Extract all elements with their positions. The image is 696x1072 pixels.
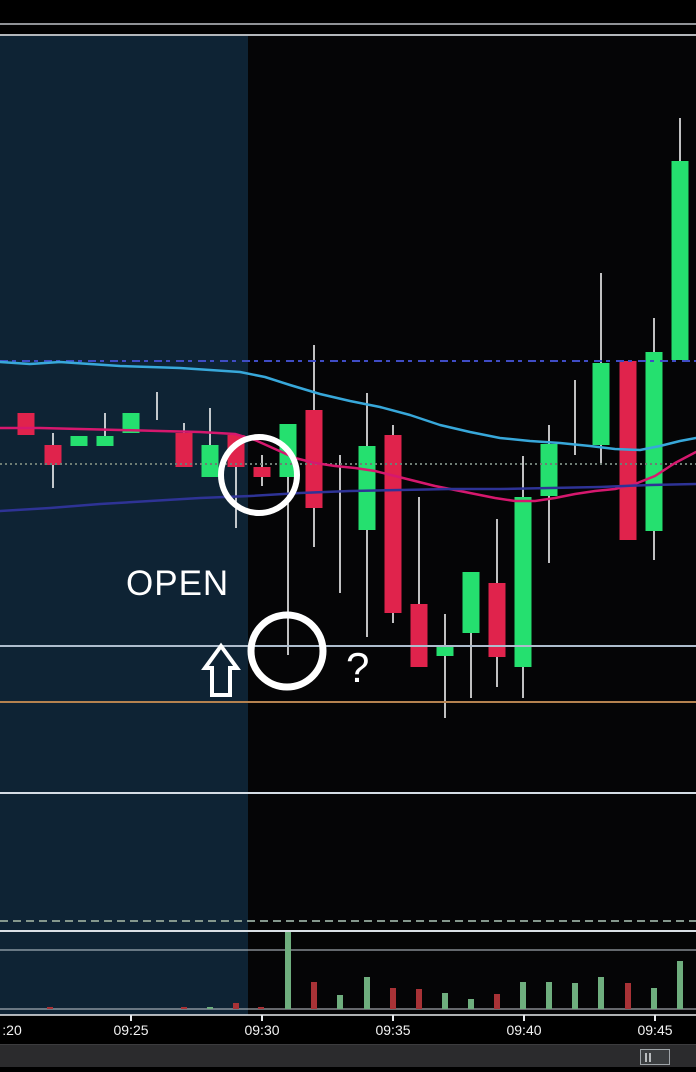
horizontal-scrollbar-handle[interactable] xyxy=(640,1049,670,1065)
volume-bar-down xyxy=(258,1007,264,1009)
scrollbar-grip-icon xyxy=(645,1053,647,1062)
candle-down xyxy=(488,583,506,657)
volume-bar-down xyxy=(181,1007,187,1009)
annotation-circle-2 xyxy=(247,611,327,691)
premarket-session-shading xyxy=(0,36,248,1015)
volume-bar-down xyxy=(47,1007,53,1009)
ma-cyan-line xyxy=(0,360,696,452)
candle-up xyxy=(201,445,219,477)
candle-down xyxy=(410,604,428,667)
horizontal-scrollbar-track[interactable] xyxy=(0,1044,696,1067)
annotation-circle-1 xyxy=(218,434,300,516)
time-axis: :20 09:25 09:30 09:35 09:40 09:45 xyxy=(0,1018,696,1042)
top-panel-divider-2 xyxy=(0,34,696,36)
volume-bar-up xyxy=(364,977,370,1009)
candle-up xyxy=(645,352,663,531)
time-label: 09:35 xyxy=(375,1022,411,1038)
candle-down xyxy=(44,445,62,465)
volume-bar-down xyxy=(233,1003,239,1009)
volume-bar-up xyxy=(546,982,552,1009)
candle-up xyxy=(436,645,454,656)
open-annotation-text: OPEN xyxy=(126,564,230,603)
volume-bar-up xyxy=(651,988,657,1009)
candle-up xyxy=(514,497,532,667)
candle-up xyxy=(671,161,689,360)
ma-navy-line xyxy=(0,482,696,513)
candle-down xyxy=(253,467,271,477)
volume-bar-up xyxy=(285,932,291,1009)
volume-bar-down xyxy=(416,989,422,1009)
volume-bar-up xyxy=(572,983,578,1009)
volume-bar-down xyxy=(625,983,631,1009)
time-label: 09:25 xyxy=(113,1022,149,1038)
candle-down xyxy=(305,410,323,508)
time-label: 09:45 xyxy=(637,1022,673,1038)
volume-bar-down xyxy=(390,988,396,1009)
volume-bar-up xyxy=(468,999,474,1009)
candle-down xyxy=(175,433,193,467)
volume-bar-up xyxy=(337,995,343,1009)
volume-bar-up xyxy=(598,977,604,1009)
candle-down xyxy=(384,435,402,613)
candle-up xyxy=(592,363,610,445)
volume-bar-up xyxy=(520,982,526,1009)
question-mark-annotation: ? xyxy=(346,644,370,691)
volume-bar-up xyxy=(442,993,448,1009)
volume-bar-up xyxy=(677,961,683,1009)
candle-up xyxy=(462,572,480,633)
time-label: 09:40 xyxy=(506,1022,542,1038)
top-panel-divider-1 xyxy=(0,23,696,25)
candle-up xyxy=(540,444,558,496)
ma-magenta-line xyxy=(0,426,696,503)
candle-up xyxy=(358,446,376,530)
scrollbar-grip-icon xyxy=(649,1053,651,1062)
volume-bar-down xyxy=(311,982,317,1009)
volume-bar-down xyxy=(494,994,500,1009)
time-label: 09:30 xyxy=(244,1022,280,1038)
time-label: :20 xyxy=(2,1022,22,1038)
candle-up xyxy=(122,413,140,433)
candle-up xyxy=(70,436,88,446)
up-arrow-annotation-icon xyxy=(201,642,241,697)
volume-bar-up xyxy=(207,1007,213,1009)
candle-down xyxy=(17,413,35,435)
candle-up xyxy=(96,436,114,446)
